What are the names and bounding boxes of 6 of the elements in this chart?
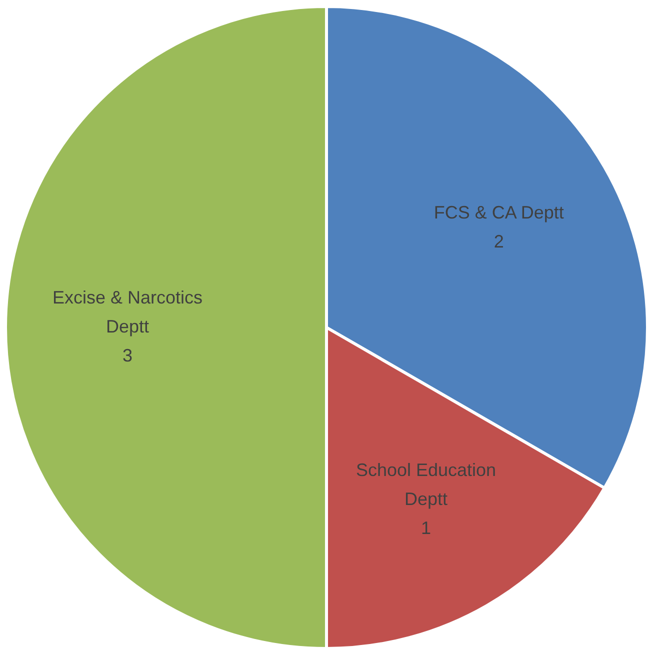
- data-label: 1: [421, 518, 432, 538]
- data-label: 2: [494, 231, 504, 252]
- data-label: 3: [122, 345, 132, 366]
- slice-label: FCS & CA Deptt: [434, 202, 564, 222]
- slice-label: School Education Deptt: [356, 460, 496, 509]
- slice-label: Excise & Narcotics Deptt: [52, 287, 203, 336]
